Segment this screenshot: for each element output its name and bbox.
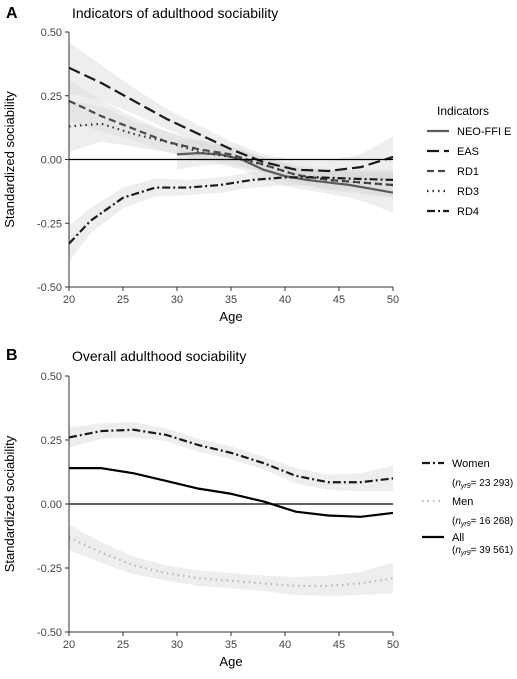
- series-line-rd1: [68, 99, 394, 187]
- x-tick-label: 50: [387, 294, 399, 306]
- x-tick-label: 20: [63, 294, 75, 306]
- panel-a-series-lines: [68, 66, 394, 245]
- panel-a-axes: 20 25 30 35 40 45 50 -0.50 -0.25 0.00 0.25 0.50: [37, 27, 399, 306]
- legend-label-neo-ffi-e: NEO-FFI E: [457, 126, 511, 138]
- x-tick-label: 45: [333, 294, 345, 306]
- panel-a-legend: Indicators NEO-FFI E EAS RD1 RD3 RD4: [427, 104, 511, 218]
- panel-b-series-lines: [68, 428, 394, 588]
- x-tick-label: 25: [117, 294, 129, 306]
- band-men: [69, 524, 393, 597]
- y-tick-label: -0.50: [37, 282, 62, 294]
- series-line-rd3: [68, 122, 394, 187]
- x-tick-label: 35: [225, 639, 237, 651]
- legend-n-men: (nyr9= 16 268): [452, 516, 513, 528]
- y-tick-label: 0.00: [41, 155, 62, 167]
- y-tick-label: -0.25: [37, 563, 62, 575]
- y-tick-label: 0.50: [41, 371, 62, 383]
- x-tick-label: 30: [171, 294, 183, 306]
- legend-n-women: (nyr9= 23 293): [452, 478, 513, 490]
- legend-label-rd4: RD4: [457, 206, 479, 218]
- panel-a-label: A: [6, 5, 18, 22]
- panel-b-y-axis-label: Standardized sociability: [2, 435, 17, 572]
- series-line-rd4: [68, 176, 394, 245]
- x-tick-label: 20: [63, 639, 75, 651]
- y-tick-label: -0.25: [37, 218, 62, 230]
- band-rd1: [69, 80, 393, 198]
- series-line-all: [69, 467, 394, 518]
- legend-label-rd3: RD3: [457, 186, 479, 198]
- panel-b-label: B: [6, 347, 18, 364]
- panel-a-confidence-bands: [69, 42, 393, 262]
- panel-b-x-axis-label: Age: [219, 654, 242, 669]
- legend-label-women: Women: [452, 458, 490, 470]
- x-tick-label: 25: [117, 639, 129, 651]
- series-line-neo-ffi-e: [176, 152, 394, 194]
- panel-b-confidence-bands: [69, 422, 393, 597]
- panel-b: B Overall adulthood sociability 20 25 30 35…: [2, 347, 513, 669]
- panel-a-legend-title: Indicators: [437, 104, 489, 118]
- panel-a-title: Indicators of adulthood sociability: [72, 5, 278, 21]
- panel-b-legend: Women (nyr9= 23 293) Men (nyr9= 16 268) All(…: [422, 458, 513, 557]
- panel-b-axes: 20 25 30 35 40 45 50 -0.50 -0.25 0.00 0.25 0.50: [37, 371, 399, 651]
- legend-label-all: All: [452, 532, 464, 544]
- legend-label-eas: EAS: [457, 146, 479, 158]
- y-tick-label: -0.50: [37, 627, 62, 639]
- legend-label-rd1: RD1: [457, 166, 479, 178]
- panel-a-y-axis-label: Standardized sociability: [2, 91, 17, 228]
- panel-a: A Indicators of adulthood sociability 20…: [2, 5, 511, 324]
- x-tick-label: 30: [171, 639, 183, 651]
- panel-a-x-axis-label: Age: [219, 309, 242, 324]
- series-line-women: [68, 428, 394, 484]
- y-tick-label: 0.00: [41, 499, 62, 511]
- y-tick-label: 0.25: [41, 91, 62, 103]
- x-tick-label: 45: [333, 639, 345, 651]
- x-tick-label: 50: [387, 639, 399, 651]
- panel-b-title: Overall adulthood sociability: [72, 348, 246, 364]
- legend-label-men: Men: [452, 496, 473, 508]
- band-women: [69, 422, 393, 492]
- y-tick-label: 0.50: [41, 27, 62, 39]
- y-tick-label: 0.25: [41, 435, 62, 447]
- legend-n-all: (nyr9= 39 561): [452, 545, 513, 557]
- x-tick-label: 40: [279, 639, 291, 651]
- x-tick-label: 40: [279, 294, 291, 306]
- band-rd4: [69, 169, 393, 262]
- x-tick-label: 35: [225, 294, 237, 306]
- series-line-eas: [68, 66, 394, 173]
